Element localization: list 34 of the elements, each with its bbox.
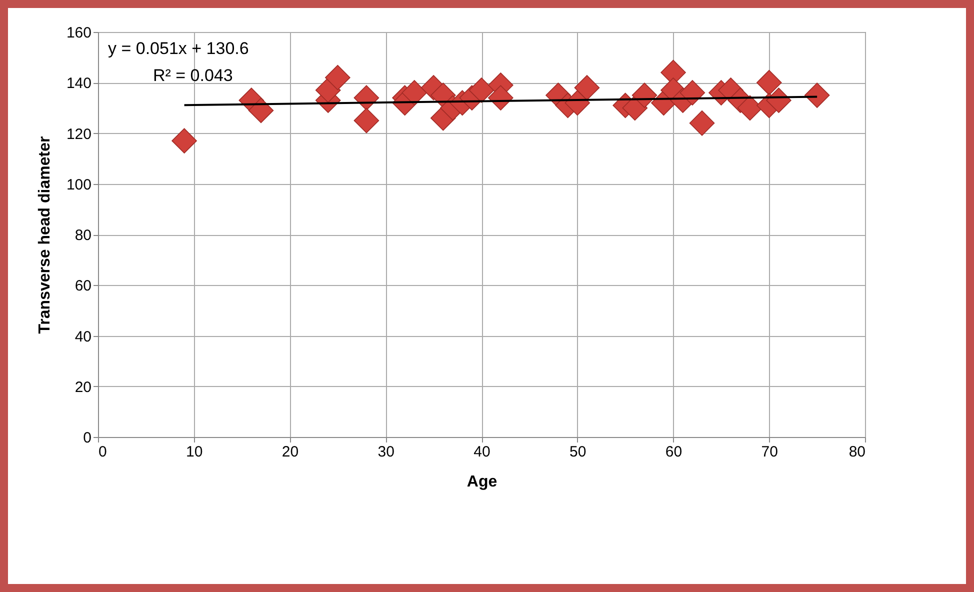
x-tick-label: 80 [848, 444, 866, 460]
y-tick-label: 160 [66, 24, 92, 42]
y-tick-label: 120 [66, 126, 92, 143]
point [689, 110, 715, 136]
point [680, 80, 706, 106]
point [325, 64, 350, 90]
x-tick-label: 50 [570, 444, 586, 460]
y-tick-label: 0 [83, 430, 92, 446]
y-tick-label: 20 [74, 378, 92, 396]
y-axis-title: Transverse head diameter [36, 136, 54, 334]
x-tick-label: 0 [98, 444, 107, 460]
y-tick-label: 140 [66, 75, 92, 92]
annotation: R² = 0.043 [153, 66, 233, 85]
point [402, 80, 428, 106]
x-tick-label: 20 [282, 444, 299, 460]
y-tick-label: 100 [66, 176, 92, 194]
point [354, 108, 380, 134]
x-tick-label: 10 [186, 444, 203, 460]
x-axis-title: Age [466, 474, 498, 490]
y-tick-label: 60 [74, 278, 92, 295]
point [804, 82, 830, 108]
y-tick-label: 80 [74, 227, 92, 244]
point [468, 78, 494, 103]
point [172, 128, 197, 154]
y-tick-label: 40 [74, 328, 92, 346]
x-tick-label: 30 [378, 444, 394, 460]
point [737, 95, 763, 121]
point [574, 75, 600, 100]
point [756, 70, 782, 96]
x-tick-label: 60 [665, 444, 682, 460]
annotation: y = 0.051x + 130.6 [108, 39, 249, 58]
x-tick-label: 40 [474, 444, 490, 460]
point [248, 98, 274, 124]
x-tick-label: 70 [761, 444, 778, 460]
